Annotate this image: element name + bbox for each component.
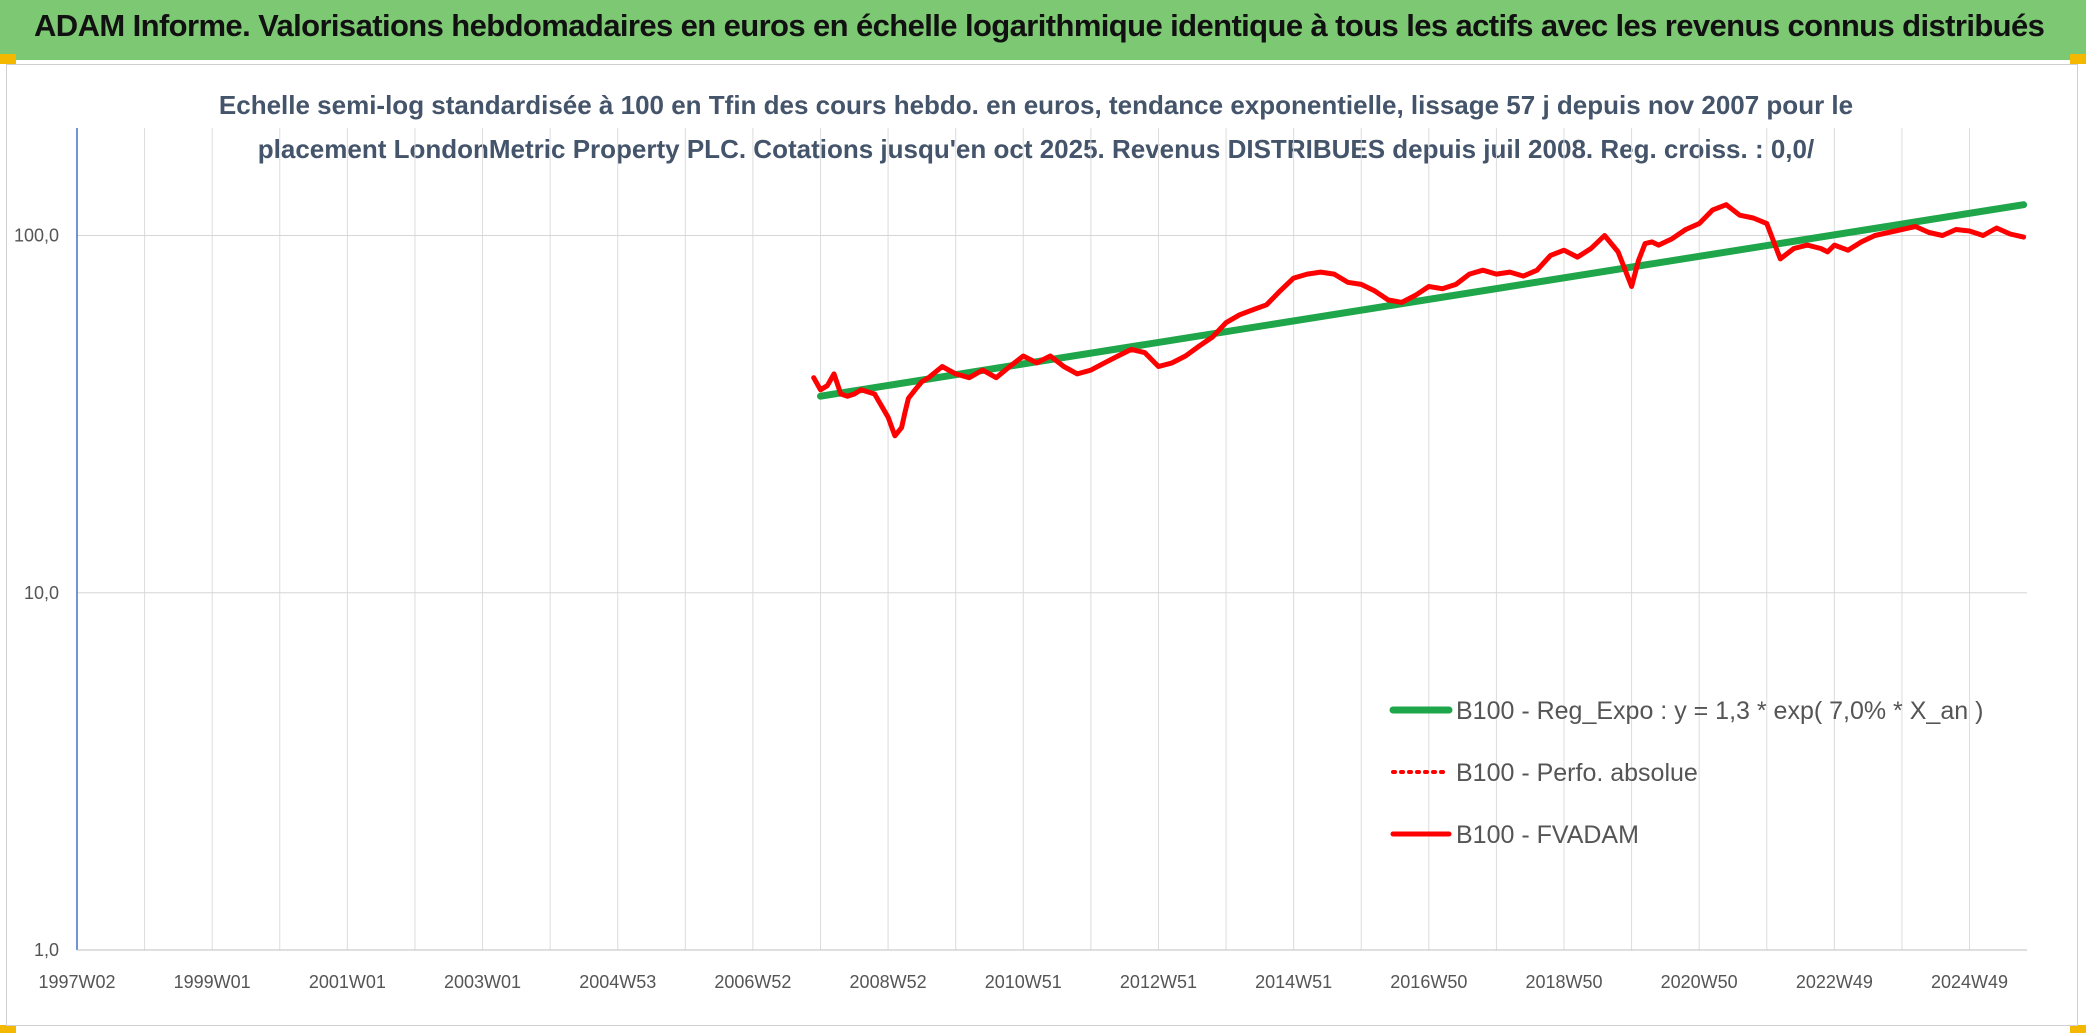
x-tick-label: 2001W01 xyxy=(309,972,386,992)
x-tick-label: 1997W02 xyxy=(38,972,115,992)
fvadam-line xyxy=(811,202,2027,439)
x-tick-label: 2018W50 xyxy=(1525,972,1602,992)
title-banner: ADAM Informe. Valorisations hebdomadaire… xyxy=(0,0,2086,60)
legend-label: B100 - FVADAM xyxy=(1456,821,1639,849)
x-tick-label: 2012W51 xyxy=(1120,972,1197,992)
y-tick-label: 1,0 xyxy=(34,940,59,960)
corner-marker-bottom-left xyxy=(0,1025,16,1033)
x-tick-label: 2014W51 xyxy=(1255,972,1332,992)
legend-fvadam: B100 - FVADAM xyxy=(1390,821,1639,849)
x-tick-label: 2024W49 xyxy=(1931,972,2008,992)
x-tick-label: 2016W50 xyxy=(1390,972,1467,992)
x-tick-label: 2020W50 xyxy=(1661,972,1738,992)
corner-marker-bottom-right xyxy=(2070,1025,2086,1033)
legend-regression: B100 - Reg_Expo : y = 1,3 * exp( 7,0% * … xyxy=(1389,697,1983,725)
legend-label: B100 - Reg_Expo : y = 1,3 * exp( 7,0% * … xyxy=(1456,697,1983,725)
x-tick-label: 2004W53 xyxy=(579,972,656,992)
x-tick-label: 2008W52 xyxy=(850,972,927,992)
legend-label: B100 - Perfo. absolue xyxy=(1456,759,1698,787)
chart-title-line-1: Echelle semi-log standardisée à 100 en T… xyxy=(219,90,1853,120)
corner-marker-right xyxy=(2070,54,2086,64)
chart-frame xyxy=(6,64,2078,1026)
y-tick-label: 100,0 xyxy=(14,226,59,246)
corner-marker-left xyxy=(0,54,16,64)
legend-perfo-absolue: B100 - Perfo. absolue xyxy=(1391,759,1698,787)
chart-title-line-2: placement LondonMetric Property PLC. Cot… xyxy=(258,134,1814,164)
x-tick-label: 2010W51 xyxy=(985,972,1062,992)
x-tick-label: 2006W52 xyxy=(714,972,791,992)
regression-line xyxy=(817,201,2028,400)
x-tick-label: 1999W01 xyxy=(174,972,251,992)
x-tick-label: 2022W49 xyxy=(1796,972,1873,992)
grid-lines xyxy=(77,128,2027,951)
x-tick-label: 2003W01 xyxy=(444,972,521,992)
y-tick-label: 10,0 xyxy=(24,583,59,603)
page-title: ADAM Informe. Valorisations hebdomadaire… xyxy=(34,8,2045,43)
